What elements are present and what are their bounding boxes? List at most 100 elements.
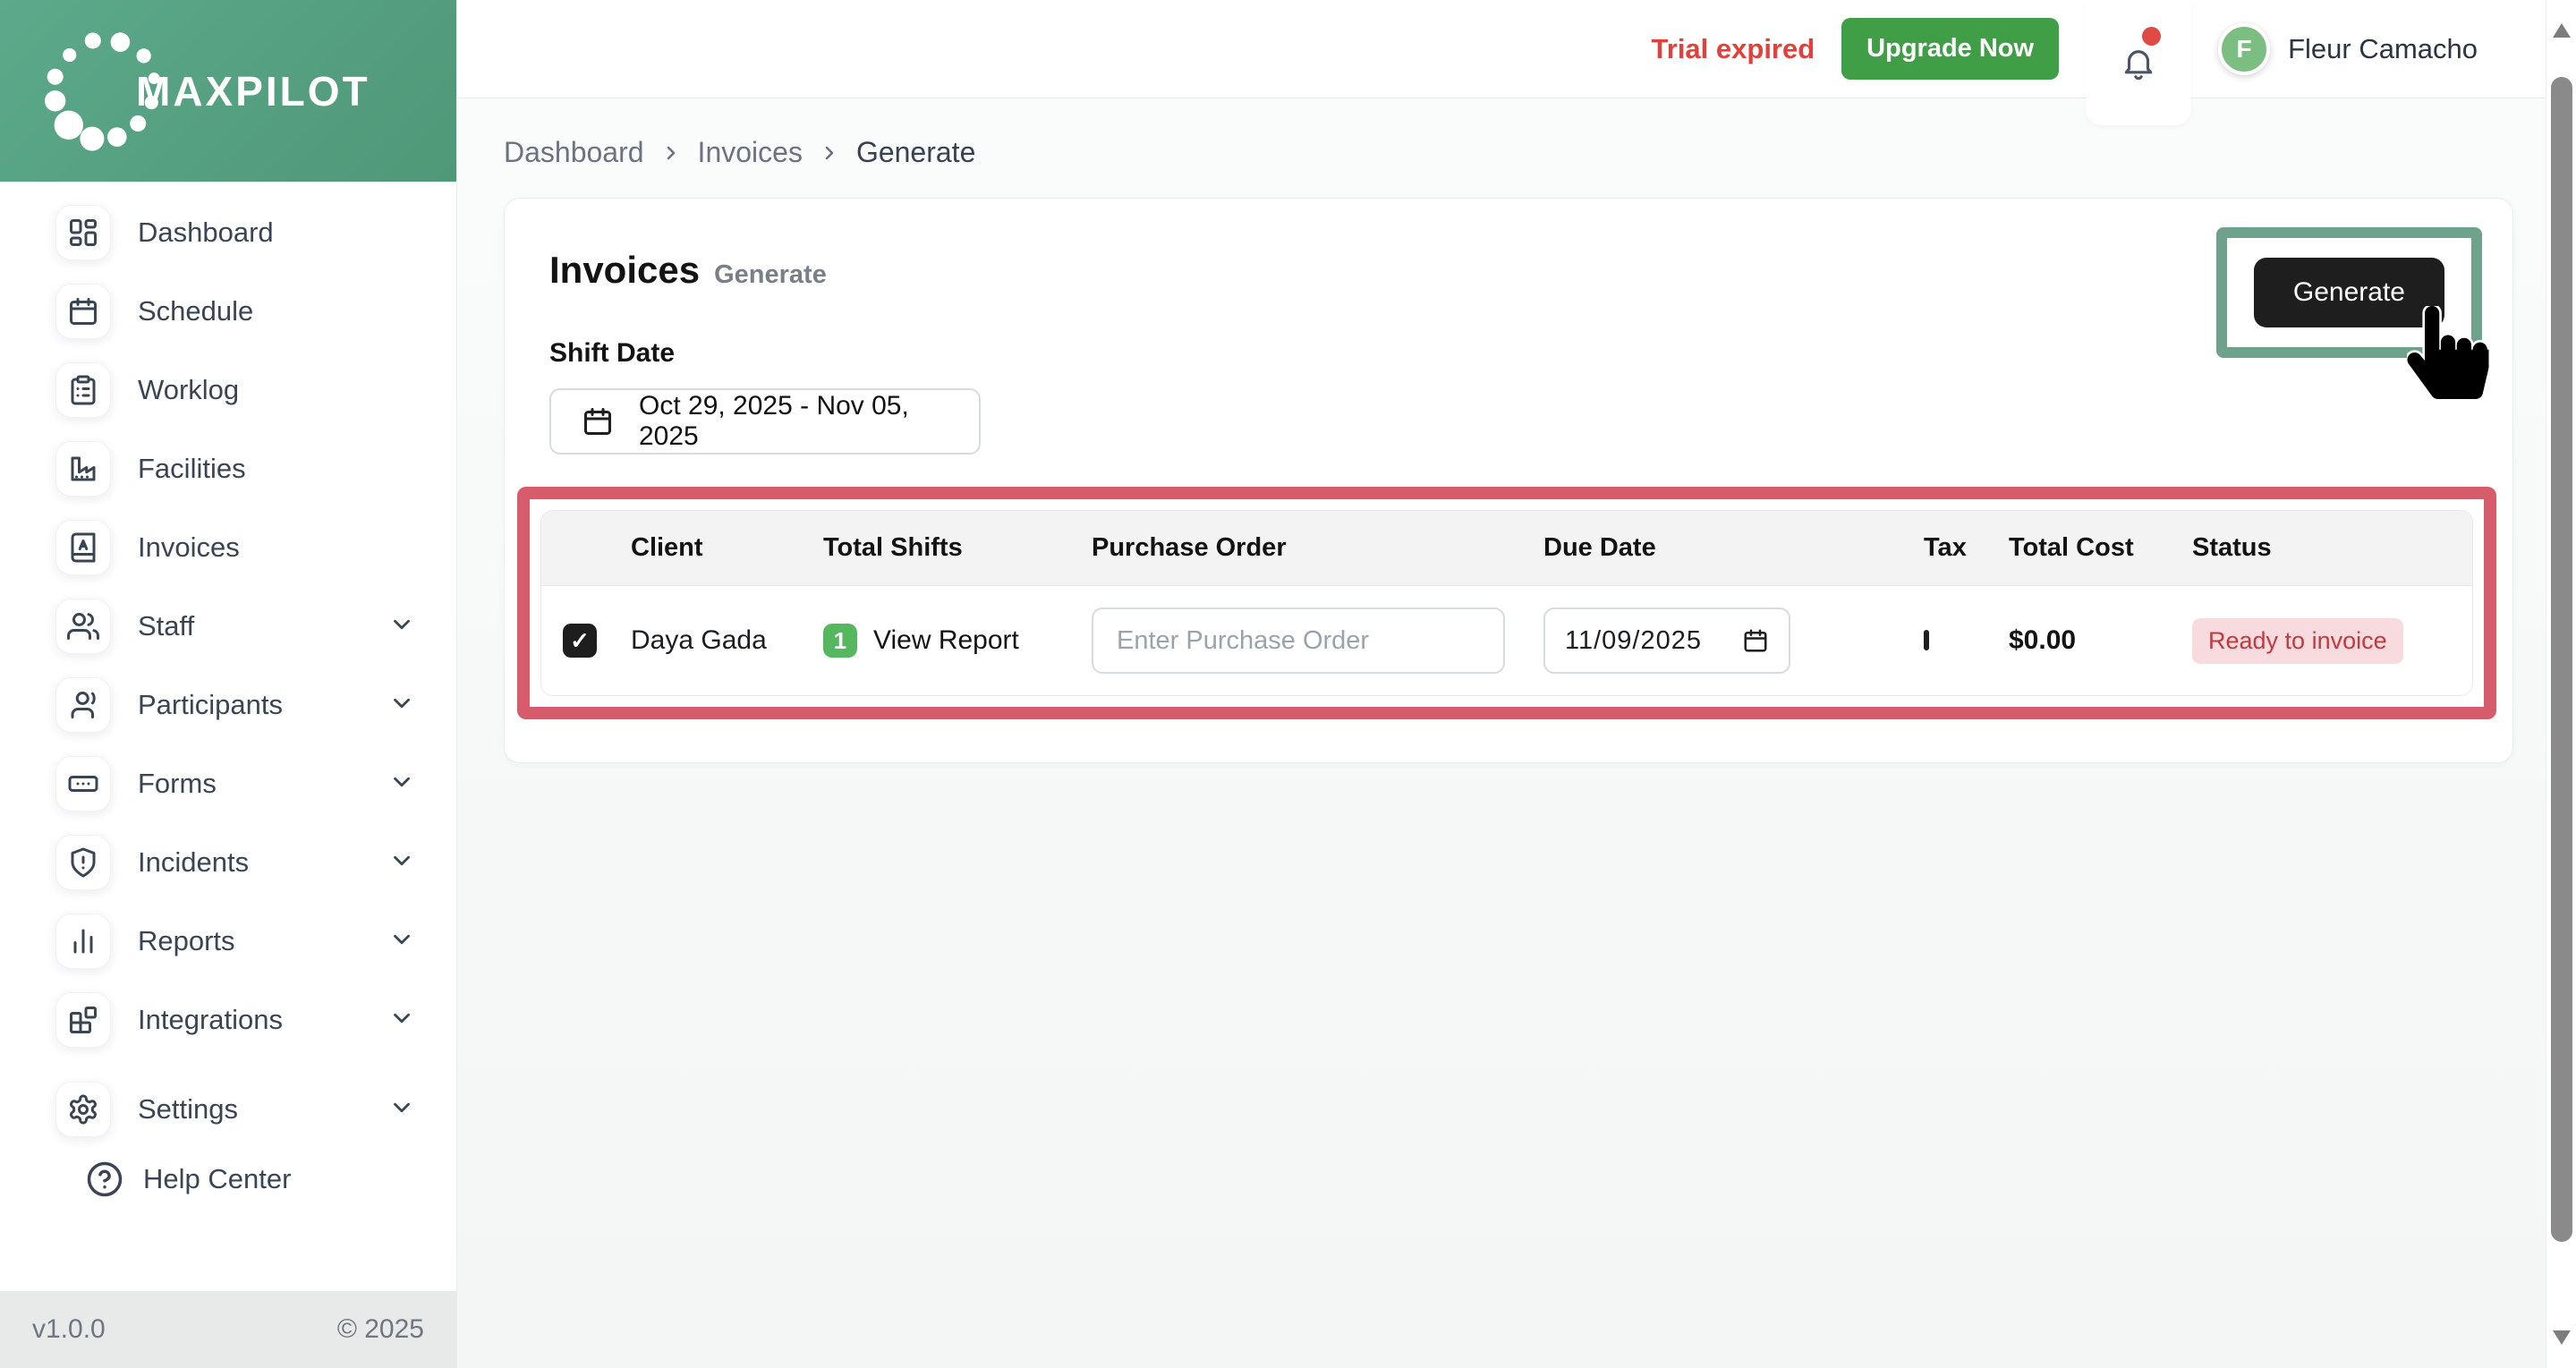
sidebar-item-label: Participants xyxy=(138,689,283,720)
purchase-order-input[interactable] xyxy=(1092,608,1505,674)
hand-cursor-icon xyxy=(2407,306,2489,399)
app-version: v1.0.0 xyxy=(32,1314,106,1344)
top-bar: Trial expired Upgrade Now F Fleur Camach… xyxy=(457,0,2576,125)
sidebar-item-label: Invoices xyxy=(138,531,240,563)
bar-chart-icon xyxy=(55,913,111,969)
generate-button-area: Generate xyxy=(2215,227,2489,399)
user-icon xyxy=(55,677,111,733)
logo-dots-icon xyxy=(44,31,160,151)
table-row: Daya Gada 1 View Report 11/09/2025 xyxy=(541,586,2472,695)
chevron-down-icon xyxy=(388,1094,415,1126)
notification-dot xyxy=(2142,27,2162,46)
row-select-checkbox[interactable] xyxy=(563,624,597,658)
sidebar-item-label: Incidents xyxy=(138,846,250,878)
sidebar-item-label: Integrations xyxy=(138,1004,283,1035)
gear-icon xyxy=(55,1082,111,1137)
shift-date-range-picker[interactable]: Oct 29, 2025 - Nov 05, 2025 xyxy=(549,388,981,455)
sidebar-item-help-center[interactable]: Help Center xyxy=(86,1160,456,1198)
total-cost-value: $0.00 xyxy=(2009,625,2077,655)
sidebar-item-label: Staff xyxy=(138,610,195,642)
chevron-down-icon xyxy=(388,1005,415,1036)
sidebar-nav: Dashboard Schedule Worklog Facilities xyxy=(0,182,456,1291)
help-circle-icon xyxy=(87,1161,123,1197)
sidebar-item-label: Dashboard xyxy=(138,217,274,248)
vertical-scrollbar[interactable] xyxy=(2546,0,2576,1368)
scrollbar-thumb[interactable] xyxy=(2551,77,2572,1242)
invoice-book-icon xyxy=(55,520,111,575)
highlight-annotation-red: Client Total Shifts Purchase Order Due D… xyxy=(517,487,2496,719)
sidebar-item-label: Reports xyxy=(138,925,235,956)
page-subtitle: Generate xyxy=(714,260,827,289)
trial-expired-text: Trial expired xyxy=(1651,32,1815,64)
generate-button[interactable]: Generate xyxy=(2253,258,2444,327)
breadcrumb-dashboard[interactable]: Dashboard xyxy=(504,136,644,168)
shift-count-badge: 1 xyxy=(823,624,857,658)
sidebar-item-integrations[interactable]: Integrations xyxy=(55,992,456,1048)
sidebar-footer: v1.0.0 © 2025 xyxy=(0,1291,456,1368)
upgrade-now-button[interactable]: Upgrade Now xyxy=(1841,18,2060,80)
copyright: © 2025 xyxy=(336,1314,424,1344)
invoices-generate-card: Invoices Generate Generate Shift Date Oc… xyxy=(504,198,2513,763)
chevron-down-icon xyxy=(388,926,415,957)
sidebar-item-invoices[interactable]: Invoices xyxy=(55,520,456,575)
sidebar-item-label: Facilities xyxy=(138,453,246,484)
sidebar-item-participants[interactable]: Participants xyxy=(55,677,456,733)
col-total-cost: Total Cost xyxy=(2009,533,2134,562)
bell-icon xyxy=(2124,50,2153,81)
shield-alert-icon xyxy=(55,835,111,890)
breadcrumb: Dashboard Invoices Generate xyxy=(457,98,2576,169)
user-name: Fleur Camacho xyxy=(2288,32,2478,64)
users-icon xyxy=(55,599,111,654)
client-name: Daya Gada xyxy=(631,625,767,655)
sidebar-item-incidents[interactable]: Incidents xyxy=(55,835,456,890)
sidebar-item-dashboard[interactable]: Dashboard xyxy=(55,205,456,260)
main-area: Trial expired Upgrade Now F Fleur Camach… xyxy=(457,0,2576,1368)
invoices-table: Client Total Shifts Purchase Order Due D… xyxy=(540,510,2473,696)
breadcrumb-invoices[interactable]: Invoices xyxy=(697,136,803,168)
dashboard-icon xyxy=(55,205,111,260)
sidebar-item-label: Worklog xyxy=(138,374,240,405)
calendar-icon xyxy=(1744,629,1767,652)
page-title: Invoices xyxy=(549,249,701,291)
sidebar-item-worklog[interactable]: Worklog xyxy=(55,362,456,418)
user-menu[interactable]: F Fleur Camacho xyxy=(2218,22,2478,75)
sidebar-item-facilities[interactable]: Facilities xyxy=(55,441,456,497)
clipboard-icon xyxy=(55,362,111,418)
page-title-row: Invoices Generate xyxy=(549,249,2468,292)
sidebar-item-settings[interactable]: Settings xyxy=(55,1082,456,1137)
avatar: F xyxy=(2218,22,2271,75)
status-badge: Ready to invoice xyxy=(2192,617,2403,664)
notifications-button[interactable] xyxy=(2086,0,2192,125)
scroll-up-arrow-icon[interactable] xyxy=(2553,23,2571,38)
col-client: Client xyxy=(631,533,703,562)
logo-wordmark: MAXPILOT xyxy=(136,67,370,115)
chevron-down-icon xyxy=(388,847,415,879)
form-card-icon xyxy=(55,756,111,811)
chevron-down-icon xyxy=(388,769,415,800)
scroll-down-arrow-icon[interactable] xyxy=(2553,1330,2571,1345)
shift-date-range-value: Oct 29, 2025 - Nov 05, 2025 xyxy=(639,391,909,451)
due-date-input[interactable]: 11/09/2025 xyxy=(1543,608,1790,674)
col-purchase-order: Purchase Order xyxy=(1092,533,1287,562)
sidebar-item-schedule[interactable]: Schedule xyxy=(55,284,456,339)
calendar-icon xyxy=(55,284,111,339)
col-status: Status xyxy=(2192,533,2272,562)
chevron-down-icon xyxy=(388,690,415,721)
logo[interactable]: MAXPILOT xyxy=(0,0,456,182)
chevron-right-icon xyxy=(819,142,840,164)
sidebar-item-forms[interactable]: Forms xyxy=(55,756,456,811)
col-tax: Tax xyxy=(1924,533,1967,562)
sidebar-item-staff[interactable]: Staff xyxy=(55,599,456,654)
sidebar: MAXPILOT Dashboard Schedule Worklog xyxy=(0,0,457,1368)
calendar-icon xyxy=(584,408,611,435)
sidebar-item-label: Schedule xyxy=(138,295,254,327)
sidebar-item-reports[interactable]: Reports xyxy=(55,913,456,969)
chevron-down-icon xyxy=(388,611,415,642)
view-report-link[interactable]: View Report xyxy=(873,625,1019,655)
col-due-date: Due Date xyxy=(1543,533,1656,562)
tax-checkbox[interactable] xyxy=(1924,630,1929,650)
blocks-icon xyxy=(55,992,111,1048)
shift-date-label: Shift Date xyxy=(549,338,676,368)
due-date-value: 11/09/2025 xyxy=(1565,625,1702,655)
